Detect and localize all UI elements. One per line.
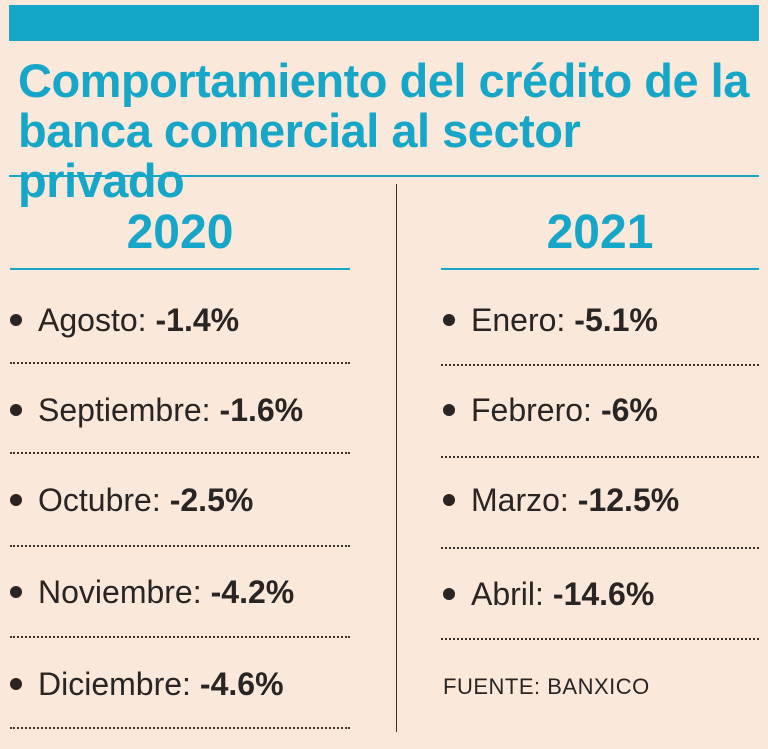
label-colon: : (559, 481, 569, 518)
month-value: -14.6% (552, 575, 655, 612)
label-colon: : (192, 573, 202, 610)
label-colon: : (583, 391, 592, 428)
month-value: -1.4% (155, 301, 240, 338)
bullet-icon (443, 314, 455, 326)
month-label: Diciembre (38, 665, 183, 702)
dotted-separator (441, 547, 759, 549)
dotted-separator (10, 636, 350, 638)
month-label: Febrero (471, 391, 584, 428)
dotted-separator (10, 727, 350, 729)
month-label: Septiembre (38, 391, 202, 428)
month-value: -5.1% (574, 301, 658, 338)
month-label: Agosto (38, 301, 138, 338)
list-item: Diciembre: -4.6% (10, 664, 284, 704)
bullet-icon (443, 404, 455, 416)
year-heading-2020: 2020 (126, 206, 234, 259)
dotted-separator (441, 638, 759, 640)
list-item: Marzo: -12.5% (443, 480, 679, 520)
year-underline-2021 (441, 268, 759, 270)
list-item: Enero: -5.1% (443, 300, 658, 340)
dotted-separator (10, 545, 350, 547)
column-divider (396, 184, 397, 732)
dotted-separator (441, 456, 759, 458)
month-value: -6% (600, 391, 658, 428)
month-label: Octubre (38, 481, 152, 518)
source-credit: FUENTE: BANXICO (443, 674, 650, 699)
top-accent-bar (9, 5, 759, 41)
label-colon: : (201, 391, 211, 428)
label-colon: : (535, 575, 544, 612)
year-heading-2021: 2021 (546, 206, 654, 259)
label-colon: : (151, 481, 161, 518)
month-label: Enero (471, 301, 557, 338)
month-label: Abril (471, 575, 536, 612)
bullet-icon (10, 586, 22, 598)
month-label: Marzo (471, 481, 560, 518)
title-divider (9, 175, 759, 177)
month-value: -2.5% (169, 481, 254, 518)
list-item: Noviembre: -4.2% (10, 572, 294, 612)
bullet-icon (10, 494, 22, 506)
list-item: Agosto: -1.4% (10, 300, 239, 340)
bullet-icon (443, 588, 455, 600)
label-colon: : (556, 301, 566, 338)
month-value: -1.6% (219, 391, 304, 428)
dotted-separator (10, 452, 350, 454)
year-underline-2020 (10, 268, 350, 270)
dotted-separator (10, 362, 350, 364)
list-item: Abril: -14.6% (443, 574, 654, 614)
month-value: -4.2% (210, 573, 295, 610)
infographic-title: Comportamiento del crédito de la banca c… (18, 56, 758, 206)
title-line-2: banca comercial al sector privado (18, 104, 581, 207)
list-item: Octubre: -2.5% (10, 480, 253, 520)
bullet-icon (10, 314, 22, 326)
label-colon: : (182, 665, 191, 702)
list-item: Septiembre: -1.6% (10, 390, 303, 430)
month-value: -4.6% (199, 665, 284, 702)
bullet-icon (10, 404, 22, 416)
month-label: Noviembre (38, 573, 193, 610)
list-item: Febrero: -6% (443, 390, 658, 430)
dotted-separator (441, 364, 759, 366)
title-line-1: Comportamiento del crédito de la (18, 54, 749, 107)
bullet-icon (443, 494, 455, 506)
month-value: -12.5% (577, 481, 680, 518)
label-colon: : (137, 301, 147, 338)
bullet-icon (10, 678, 22, 690)
